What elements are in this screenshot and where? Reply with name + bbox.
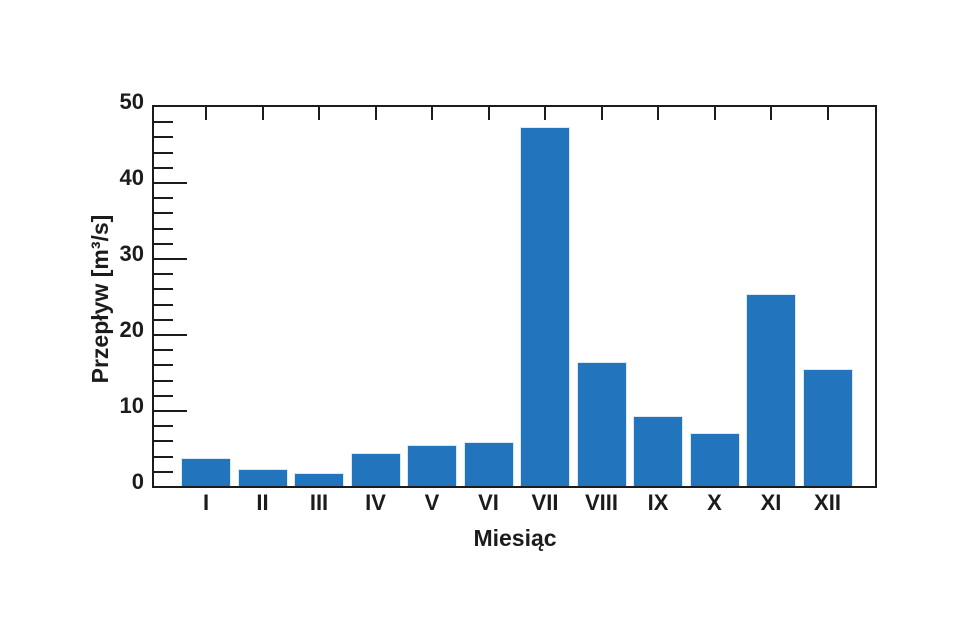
x-top-tick-I: [205, 107, 207, 120]
x-tick-label-IV: IV: [365, 490, 386, 515]
x-tick-label-II: II: [256, 490, 269, 515]
x-axis-title: Miesiąc: [473, 525, 557, 551]
y-tick-label-20: 20: [119, 317, 144, 342]
y-tick-label-10: 10: [119, 393, 144, 418]
x-tick-label-XI: XI: [760, 490, 782, 515]
x-tick-label-VI: VI: [478, 490, 499, 515]
bar-VI: [463, 442, 514, 486]
bar-II: [237, 468, 288, 486]
y-tick-label-40: 40: [119, 165, 144, 190]
x-top-tick-X: [713, 107, 716, 120]
bar-IV: [350, 452, 401, 486]
x-top-tick-VII: [544, 107, 546, 120]
y-minor-tick-34: [154, 227, 173, 230]
x-tick-label-IX: IX: [647, 490, 669, 515]
y-minor-tick-6: [154, 440, 173, 443]
x-top-tick-VI: [487, 107, 490, 120]
y-minor-tick-38: [154, 197, 173, 200]
bar-X: [689, 433, 740, 486]
x-tick-label-VII: VII: [531, 490, 559, 515]
x-top-tick-XII: [826, 107, 829, 120]
y-minor-tick-46: [154, 136, 173, 139]
y-minor-tick-36: [154, 212, 173, 215]
y-tick-label-50: 50: [119, 89, 144, 114]
x-tick-label-I: I: [202, 490, 210, 515]
y-major-tick-20: [154, 334, 187, 336]
y-tick-label-0: 0: [131, 469, 144, 494]
bar-IX: [633, 415, 683, 486]
y-minor-tick-32: [154, 242, 173, 245]
x-top-tick-IX: [657, 107, 659, 120]
bar-VIII: [576, 362, 627, 486]
bar-VII: [520, 126, 570, 486]
y-minor-tick-42: [154, 166, 173, 169]
y-minor-tick-14: [154, 379, 173, 382]
y-major-tick-30: [154, 258, 187, 260]
y-minor-tick-12: [154, 394, 173, 397]
x-top-tick-IV: [374, 107, 377, 120]
y-minor-tick-48: [154, 121, 173, 124]
y-minor-tick-22: [154, 318, 173, 321]
x-top-tick-XI: [770, 107, 772, 120]
x-top-tick-VIII: [600, 107, 603, 120]
x-top-tick-II: [261, 107, 264, 120]
bar-I: [181, 458, 231, 486]
y-minor-tick-8: [154, 425, 173, 428]
x-top-tick-III: [318, 107, 320, 120]
bar-V: [407, 445, 457, 486]
bar-XII: [802, 369, 853, 486]
bar-XI: [746, 293, 796, 486]
bar-III: [294, 473, 344, 486]
x-tick-label-VIII: VIII: [584, 490, 618, 515]
x-tick-label-V: V: [424, 490, 440, 515]
y-minor-tick-44: [154, 151, 173, 154]
y-minor-tick-4: [154, 455, 173, 458]
x-top-tick-V: [431, 107, 433, 120]
y-minor-tick-2: [154, 470, 173, 473]
y-minor-tick-28: [154, 273, 173, 276]
y-major-tick-10: [154, 410, 187, 412]
y-tick-label-30: 30: [119, 241, 144, 266]
y-major-tick-40: [154, 182, 187, 184]
y-minor-tick-16: [154, 364, 173, 367]
y-minor-tick-24: [154, 303, 173, 306]
x-tick-label-XII: XII: [814, 490, 841, 515]
y-minor-tick-26: [154, 288, 173, 291]
y-axis-title: Przepływ [m³/s]: [87, 214, 113, 384]
x-tick-label-III: III: [309, 490, 329, 515]
y-minor-tick-18: [154, 349, 173, 352]
x-tick-label-X: X: [707, 490, 722, 515]
